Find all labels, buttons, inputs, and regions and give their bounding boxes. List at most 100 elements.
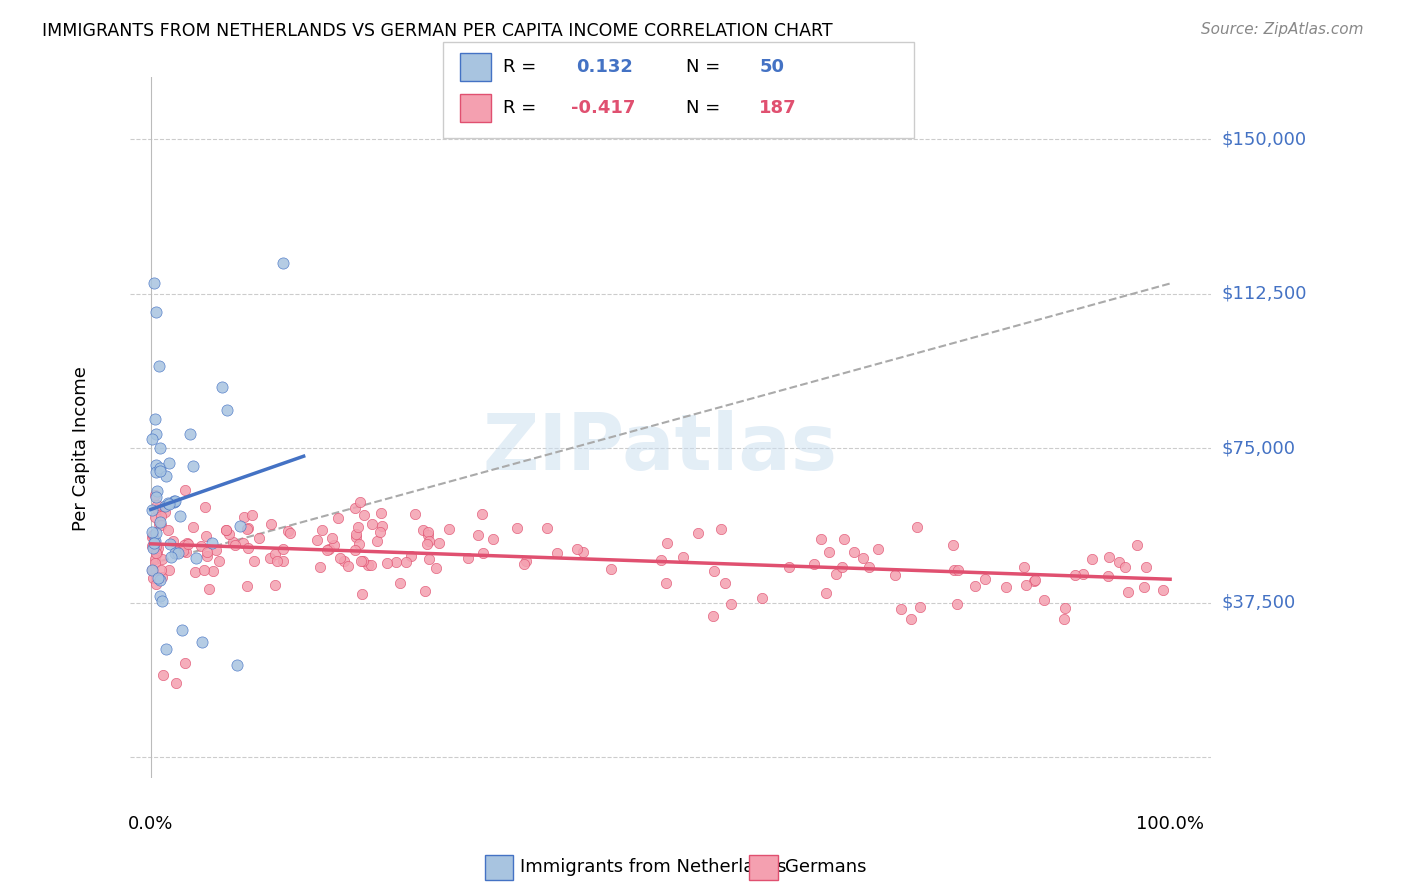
Point bbox=[963, 579, 986, 593]
Point bbox=[412, 523, 434, 537]
Point bbox=[437, 522, 460, 536]
Point bbox=[157, 496, 180, 510]
Point bbox=[471, 508, 494, 522]
Point bbox=[482, 532, 505, 546]
Point bbox=[425, 561, 447, 575]
Point bbox=[546, 546, 568, 560]
Point bbox=[1133, 580, 1156, 594]
Text: -0.417: -0.417 bbox=[571, 99, 636, 117]
Point bbox=[650, 553, 672, 567]
Point bbox=[163, 493, 186, 508]
Point bbox=[159, 497, 181, 511]
Point bbox=[150, 570, 173, 584]
Point bbox=[183, 566, 205, 580]
Point bbox=[1014, 560, 1036, 574]
Point bbox=[323, 538, 346, 552]
Point bbox=[160, 549, 183, 564]
Point bbox=[852, 550, 875, 565]
Point bbox=[190, 539, 212, 553]
Point bbox=[232, 535, 254, 549]
Point bbox=[146, 502, 169, 516]
Point bbox=[347, 519, 370, 533]
Point bbox=[150, 517, 173, 532]
Point bbox=[371, 519, 394, 533]
Point bbox=[156, 524, 179, 538]
Point bbox=[418, 525, 440, 540]
Point bbox=[308, 560, 330, 574]
Point bbox=[169, 508, 191, 523]
Point bbox=[170, 544, 193, 558]
Point bbox=[259, 551, 281, 566]
Point bbox=[1054, 601, 1077, 615]
Point bbox=[141, 503, 163, 517]
Point bbox=[751, 591, 773, 605]
Point bbox=[366, 533, 388, 548]
Point bbox=[457, 551, 479, 566]
Point bbox=[1097, 568, 1119, 582]
Point bbox=[186, 550, 208, 565]
Point bbox=[266, 554, 288, 568]
Point bbox=[143, 556, 166, 570]
Point bbox=[173, 538, 195, 552]
Point bbox=[352, 554, 374, 568]
Point bbox=[195, 544, 218, 558]
Point bbox=[141, 525, 163, 540]
Point bbox=[149, 442, 172, 456]
Point bbox=[215, 402, 238, 417]
Point bbox=[172, 623, 194, 637]
Point bbox=[418, 552, 440, 566]
Point bbox=[149, 516, 172, 530]
Point bbox=[395, 555, 418, 569]
Point bbox=[208, 553, 231, 567]
Point bbox=[1080, 552, 1102, 566]
Point bbox=[145, 305, 167, 319]
Point bbox=[157, 563, 180, 577]
Point bbox=[350, 553, 373, 567]
Point bbox=[145, 526, 167, 541]
Point bbox=[141, 432, 163, 446]
Point bbox=[155, 641, 177, 656]
Point bbox=[148, 571, 170, 585]
Point bbox=[994, 580, 1017, 594]
Text: $112,500: $112,500 bbox=[1220, 285, 1306, 302]
Point bbox=[599, 562, 621, 576]
Point bbox=[194, 500, 217, 514]
Text: $150,000: $150,000 bbox=[1220, 130, 1306, 148]
Point bbox=[148, 359, 170, 373]
Point bbox=[153, 499, 176, 513]
Point bbox=[703, 565, 725, 579]
Text: N =: N = bbox=[686, 99, 720, 117]
Point bbox=[152, 668, 174, 682]
Point bbox=[360, 558, 382, 572]
Point bbox=[145, 427, 167, 442]
Text: Immigrants from Netherlands: Immigrants from Netherlands bbox=[520, 858, 787, 876]
Point bbox=[321, 531, 343, 545]
Point bbox=[143, 412, 166, 426]
Point bbox=[229, 518, 252, 533]
Point bbox=[1032, 593, 1054, 607]
Point bbox=[316, 543, 339, 558]
Point bbox=[145, 499, 167, 513]
Point bbox=[181, 519, 204, 533]
Point bbox=[173, 483, 195, 497]
Point bbox=[515, 554, 537, 568]
Point bbox=[260, 517, 283, 532]
Point bbox=[146, 541, 169, 556]
Text: 187: 187 bbox=[759, 99, 797, 117]
Point bbox=[1108, 555, 1130, 569]
Point bbox=[163, 545, 186, 559]
Text: 50: 50 bbox=[759, 58, 785, 76]
Point bbox=[145, 539, 167, 553]
Point bbox=[337, 558, 360, 573]
Point bbox=[803, 557, 825, 571]
Point bbox=[831, 560, 853, 574]
Point bbox=[333, 553, 356, 567]
Point bbox=[905, 520, 928, 534]
Point bbox=[357, 558, 380, 572]
Point bbox=[149, 573, 172, 587]
Point bbox=[221, 535, 243, 549]
Point bbox=[193, 563, 215, 577]
Text: R =: R = bbox=[503, 58, 537, 76]
Point bbox=[399, 549, 422, 563]
Point bbox=[141, 571, 163, 585]
